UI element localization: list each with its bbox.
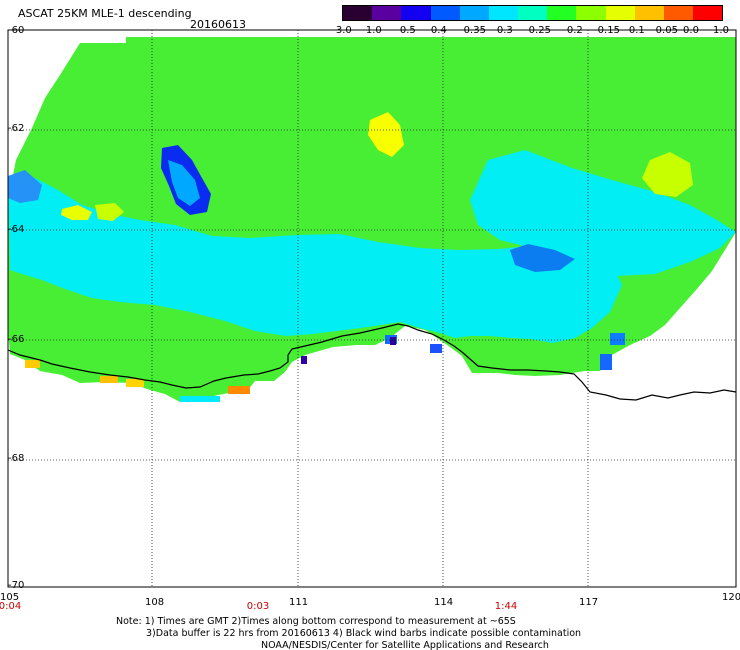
yellow-green-ne bbox=[642, 152, 693, 197]
orange-south-edge-2 bbox=[100, 376, 118, 383]
orange-edge-left bbox=[25, 360, 40, 368]
data-raster bbox=[8, 37, 736, 402]
lat-label-60: -60 bbox=[8, 25, 25, 36]
dark-violet-dot-2 bbox=[301, 356, 307, 364]
grid-lines bbox=[8, 30, 736, 587]
colorbar-segment-2 bbox=[401, 6, 431, 20]
lat-label-62: -62 bbox=[8, 123, 25, 134]
note-line-3: NOAA/NESDIS/Center for Satellite Applica… bbox=[261, 640, 549, 650]
lon-label-111: 111 bbox=[289, 597, 309, 608]
blue-south-edge bbox=[600, 354, 612, 370]
colorbar-segment-10 bbox=[634, 6, 664, 20]
blue-south-edge-2 bbox=[610, 333, 625, 345]
lon-label-114: 114 bbox=[434, 597, 454, 608]
lat-label-64: -64 bbox=[8, 224, 25, 235]
yellow-center-north bbox=[368, 112, 404, 157]
colorbar-segment-6 bbox=[518, 6, 548, 20]
lat-label-70: -70 bbox=[8, 580, 25, 591]
colorbar-segment-9 bbox=[605, 6, 635, 20]
colorbar-segment-7 bbox=[547, 6, 577, 20]
figure-date: 20160613 bbox=[190, 18, 246, 31]
figure-title: ASCAT 25KM MLE-1 descending bbox=[18, 7, 192, 20]
colorbar-segment-11 bbox=[664, 6, 694, 20]
orange-south-edge-3 bbox=[126, 379, 144, 387]
blue-south-edge-4 bbox=[430, 344, 442, 353]
coastline bbox=[7, 323, 737, 401]
plot-frame bbox=[7, 29, 737, 588]
lon-label-105: 105 bbox=[0, 592, 20, 603]
note-line-2: 3)Data buffer is 22 hrs from 20160613 4)… bbox=[146, 628, 582, 639]
cyan-south-edge bbox=[180, 396, 220, 402]
colorbar-segment-0 bbox=[343, 6, 373, 20]
colorbar-segment-1 bbox=[372, 6, 402, 20]
yellow-green-west-2 bbox=[95, 203, 124, 221]
colorbar-segment-12 bbox=[693, 6, 722, 20]
light-blue-core bbox=[168, 160, 200, 206]
lat-label-66: -66 bbox=[8, 334, 25, 345]
colorbar bbox=[342, 5, 723, 21]
lon-label-108: 108 bbox=[145, 597, 165, 608]
blue-west-patch bbox=[8, 170, 42, 203]
time-label-mid: 0:03 bbox=[246, 601, 270, 612]
orange-south-edge bbox=[228, 386, 250, 394]
low-cyan-northeast bbox=[470, 150, 736, 276]
colorbar-segment-8 bbox=[576, 6, 606, 20]
low-cyan-band bbox=[8, 178, 622, 343]
colorbar-segment-4 bbox=[459, 6, 489, 20]
blue-east-patch bbox=[510, 244, 575, 272]
colorbar-segment-3 bbox=[430, 6, 460, 20]
lon-label-117: 117 bbox=[579, 597, 599, 608]
dark-violet-dot bbox=[390, 337, 396, 345]
time-label-left: 0:04 bbox=[0, 601, 22, 612]
lat-label-68: -68 bbox=[8, 453, 25, 464]
yellow-west bbox=[61, 205, 92, 220]
lon-label-120: 120 bbox=[722, 592, 740, 603]
time-label-right: 1:44 bbox=[494, 601, 518, 612]
note-line-1: Note: 1) Times are GMT 2)Times along bot… bbox=[116, 616, 516, 627]
colorbar-segment-5 bbox=[488, 6, 519, 20]
